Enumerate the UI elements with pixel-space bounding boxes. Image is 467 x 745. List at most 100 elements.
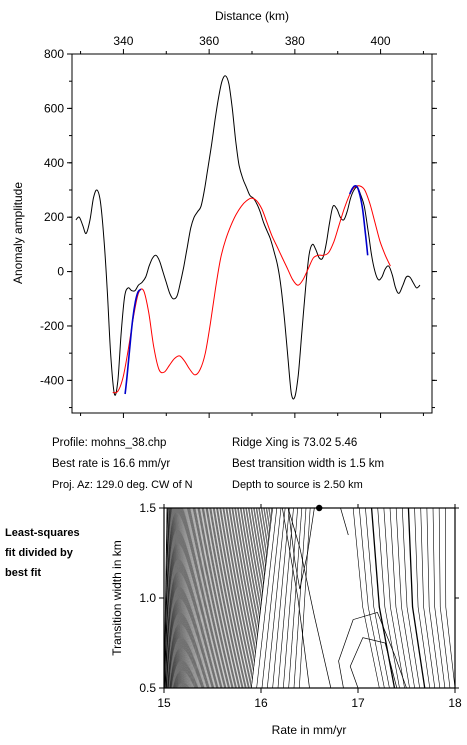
top-x-tick-label: 340 <box>113 34 133 48</box>
contour-line <box>169 508 176 688</box>
contour-line <box>172 508 179 688</box>
contour-line <box>256 508 278 688</box>
contour-line <box>203 508 217 688</box>
contour-line <box>209 508 224 688</box>
projection-azimuth-label: Proj. Az: 129.0 deg. CW of N <box>52 479 193 491</box>
contour-line <box>338 611 407 688</box>
contour-line <box>287 508 332 688</box>
contour-line <box>236 508 256 688</box>
misfit-contour-chart: 15 16 17 18 0.5 1.0 1.5 Rate in mm/yr Transit… <box>110 501 462 737</box>
contour-line <box>237 508 257 688</box>
contour-line <box>352 508 380 688</box>
contour-line <box>176 508 185 688</box>
contour-line <box>217 508 233 688</box>
series-line-fit_window-2 <box>124 288 142 395</box>
contour-line <box>199 508 213 688</box>
contour-line <box>370 508 396 688</box>
contour-line <box>186 508 197 688</box>
contour-line <box>205 508 220 688</box>
contour-line <box>432 508 446 688</box>
contour-line <box>444 508 455 688</box>
contour-line <box>174 508 182 688</box>
contour-line <box>169 508 175 688</box>
contour-line <box>208 508 223 688</box>
contour-line <box>181 508 190 688</box>
contour-line <box>225 508 243 688</box>
top-y-tick-label: 400 <box>44 156 64 170</box>
contour-line <box>233 508 252 688</box>
top-y-tick-label: -200 <box>40 319 64 333</box>
top-x-tick-label: 360 <box>199 34 219 48</box>
contour-line <box>170 508 177 688</box>
contour-line <box>349 637 398 688</box>
contour-line <box>180 508 189 688</box>
bottom-y-tick-label: 1.5 <box>139 501 156 515</box>
contour-line <box>223 508 241 688</box>
contour-line <box>277 508 294 688</box>
contour-line <box>198 508 211 688</box>
contour-line <box>228 508 246 688</box>
contour-line <box>267 508 286 688</box>
contour-line <box>168 508 174 688</box>
contour-line <box>195 508 207 688</box>
contour-line <box>221 508 238 688</box>
top-x-axis-label: Distance (km) <box>215 9 289 23</box>
contour-line <box>219 508 236 688</box>
contour-line <box>173 508 181 688</box>
bottom-y-tick-label: 1.0 <box>139 591 156 605</box>
top-y-tick-label: 0 <box>57 265 64 279</box>
contour-line <box>197 508 210 688</box>
contour-line <box>395 508 415 688</box>
contour-line <box>235 508 254 688</box>
contour-line <box>287 508 315 590</box>
contour-line <box>191 508 203 688</box>
bottom-x-tick-label: 18 <box>448 696 462 710</box>
contour-line <box>248 508 269 688</box>
series-line-fit_window-3 <box>348 185 369 256</box>
top-series-group <box>75 75 421 400</box>
contour-line <box>240 508 261 688</box>
contour-line <box>232 508 251 688</box>
contour-line <box>165 508 170 688</box>
contour-lines <box>164 508 455 688</box>
contour-line <box>179 508 188 688</box>
contour-line <box>164 508 169 688</box>
contour-line <box>249 508 271 688</box>
contour-line <box>293 508 307 688</box>
anomaly-profile-chart: 340 360 380 400 -400 -200 0 200 400 600 800 Dista… <box>11 9 437 418</box>
contour-line <box>383 508 405 688</box>
contour-line <box>202 508 216 688</box>
contour-line <box>401 508 420 688</box>
contour-line <box>207 508 221 688</box>
contour-line <box>204 508 218 688</box>
contour-line <box>246 508 267 688</box>
contour-line <box>365 508 390 688</box>
contour-line <box>377 508 400 688</box>
top-y-tick-label: 600 <box>44 101 64 115</box>
contour-line <box>171 508 178 688</box>
top-x-tick-label: 400 <box>371 34 391 48</box>
bottom-x-tick-label: 16 <box>254 696 268 710</box>
contour-line <box>164 508 169 688</box>
contour-line <box>167 508 173 688</box>
contour-line <box>281 508 310 688</box>
top-y-tick-label: 200 <box>44 210 64 224</box>
ridge-crossing-label: Ridge Xing is 73.02 5.46 <box>232 437 358 449</box>
bottom-y-axis: 0.5 1.0 1.5 <box>139 501 459 695</box>
contour-line <box>229 508 248 688</box>
contour-line <box>178 508 187 688</box>
contour-line <box>192 508 205 688</box>
contour-line <box>193 508 206 688</box>
contour-line <box>213 508 229 688</box>
contour-line <box>215 508 232 688</box>
contour-line <box>245 508 266 688</box>
best-fit-marker <box>316 504 323 512</box>
contour-line <box>243 508 264 688</box>
top-x-tick-label: 380 <box>285 34 305 48</box>
contour-line <box>183 508 193 688</box>
contour-caption: Least-squares fit divided by best fit <box>5 527 80 579</box>
top-y-axis: -400 -200 0 200 400 600 800 <box>40 47 437 387</box>
contour-line <box>165 508 171 688</box>
contour-line <box>177 508 186 688</box>
contour-line <box>188 508 199 688</box>
